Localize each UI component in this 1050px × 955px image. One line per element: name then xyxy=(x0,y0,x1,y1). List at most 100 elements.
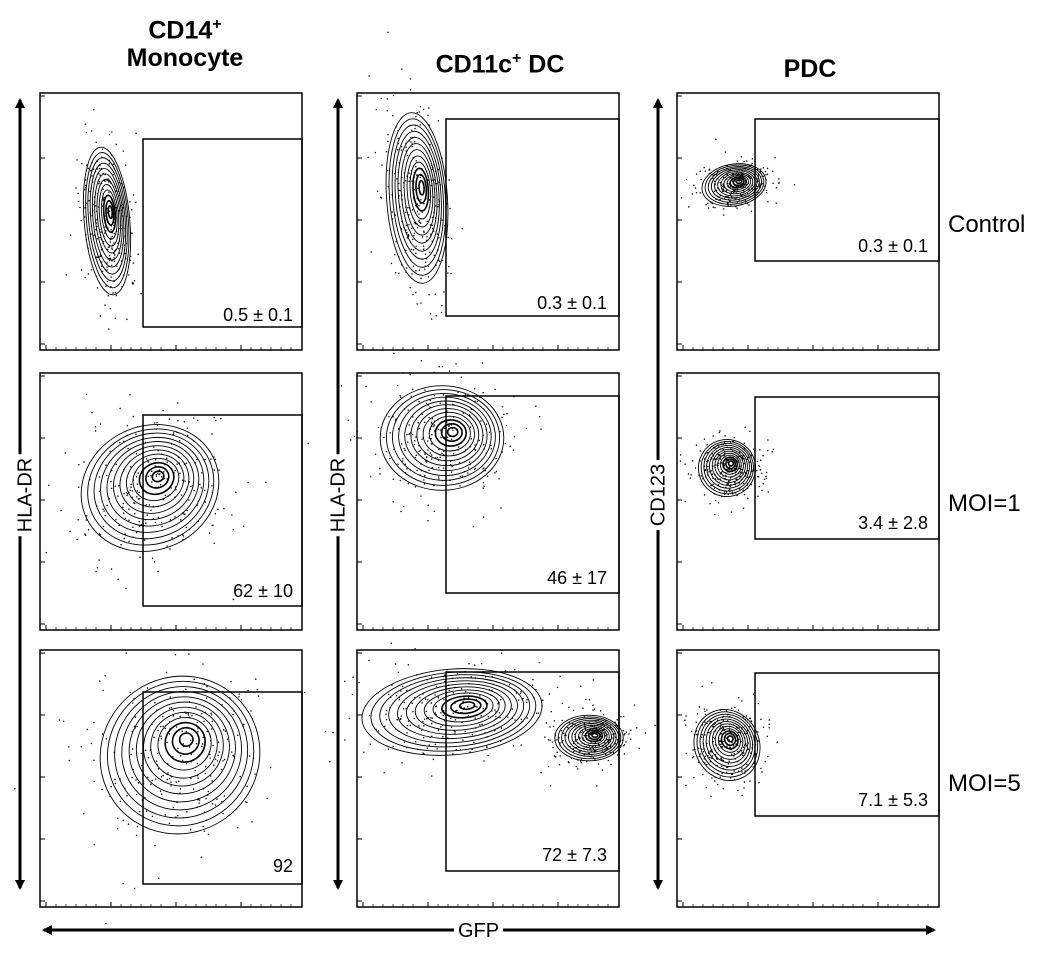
event-dot xyxy=(705,203,707,206)
event-dot xyxy=(444,680,446,683)
event-dot xyxy=(101,733,104,735)
event-dot xyxy=(506,413,508,415)
event-dot xyxy=(592,704,594,706)
event-dot xyxy=(483,760,485,762)
event-dot xyxy=(723,463,726,465)
event-dot xyxy=(725,710,728,712)
event-dot xyxy=(411,273,413,275)
event-dot xyxy=(179,519,182,521)
event-dot xyxy=(332,731,334,734)
event-dot xyxy=(397,137,399,140)
event-dot xyxy=(765,477,768,480)
event-dot xyxy=(741,767,743,770)
event-dot xyxy=(448,424,450,426)
event-dot xyxy=(379,473,381,475)
event-dot xyxy=(684,463,686,465)
panel-frame xyxy=(39,92,303,351)
event-dot xyxy=(730,707,733,710)
event-dot xyxy=(679,460,682,462)
event-dot xyxy=(576,738,578,741)
event-dot xyxy=(556,751,558,753)
event-dot xyxy=(793,183,796,186)
event-dot xyxy=(392,416,394,418)
event-dot xyxy=(498,712,501,714)
event-dot xyxy=(111,131,113,133)
event-dot xyxy=(490,444,492,447)
event-dot xyxy=(368,714,371,717)
contour-cluster xyxy=(307,349,542,528)
event-dot xyxy=(83,461,85,463)
event-dot xyxy=(135,834,138,837)
event-dot xyxy=(586,734,588,737)
event-dot xyxy=(106,179,108,182)
event-dot xyxy=(604,750,606,752)
contour-line xyxy=(699,713,756,774)
event-dot xyxy=(192,788,195,790)
event-dot xyxy=(168,733,171,735)
event-dot xyxy=(572,709,575,712)
event-dot xyxy=(179,754,182,757)
event-dot xyxy=(741,754,744,757)
event-dot xyxy=(416,174,418,177)
contour-line xyxy=(723,173,752,193)
event-dot xyxy=(702,750,705,753)
event-dot xyxy=(129,393,131,396)
event-dot xyxy=(90,269,93,271)
event-dot xyxy=(368,75,370,77)
event-dot xyxy=(415,245,417,248)
event-dot xyxy=(688,206,690,208)
event-dot xyxy=(622,730,625,732)
event-dot xyxy=(742,507,745,510)
event-dot xyxy=(137,498,140,500)
event-dot xyxy=(707,202,709,205)
event-dot xyxy=(470,426,472,428)
event-dot xyxy=(398,428,400,430)
event-dot xyxy=(183,420,186,423)
contour-line xyxy=(106,441,200,527)
event-dot xyxy=(166,778,169,781)
event-dot xyxy=(116,827,119,830)
event-dot xyxy=(427,440,429,442)
event-dot xyxy=(159,725,162,728)
event-dot xyxy=(540,428,542,430)
event-dot xyxy=(423,718,426,720)
event-dot xyxy=(110,785,113,788)
event-dot xyxy=(563,732,565,734)
contour-line xyxy=(432,692,494,723)
event-dot xyxy=(444,436,446,438)
contour-cluster xyxy=(544,698,656,787)
event-dot xyxy=(199,483,201,486)
event-dot xyxy=(767,449,769,452)
event-dot xyxy=(157,472,159,475)
event-dot xyxy=(138,497,141,500)
event-dot xyxy=(64,452,67,454)
event-dot xyxy=(749,780,751,782)
event-dot xyxy=(147,756,150,759)
event-dot xyxy=(184,480,186,482)
event-dot xyxy=(408,223,410,226)
event-dot xyxy=(223,507,225,510)
event-dot xyxy=(303,691,306,694)
event-dot xyxy=(428,294,430,296)
event-dot xyxy=(507,716,509,718)
event-dot xyxy=(183,513,186,515)
event-dot xyxy=(717,462,720,465)
event-dot xyxy=(428,107,430,109)
event-dot xyxy=(196,721,199,724)
event-dot xyxy=(559,742,561,744)
event-dot xyxy=(431,717,434,719)
event-dot xyxy=(765,471,768,474)
event-dot xyxy=(545,722,548,724)
event-dot xyxy=(387,31,389,34)
event-dot xyxy=(84,276,86,279)
event-dot xyxy=(766,755,769,758)
event-dot xyxy=(396,719,398,721)
event-dot xyxy=(605,744,607,746)
event-dot xyxy=(743,462,746,465)
event-dot xyxy=(414,440,416,442)
event-dot xyxy=(733,752,736,755)
event-dot xyxy=(426,461,428,463)
event-dot xyxy=(376,190,379,192)
event-dot xyxy=(101,148,104,151)
event-dot xyxy=(160,735,162,738)
